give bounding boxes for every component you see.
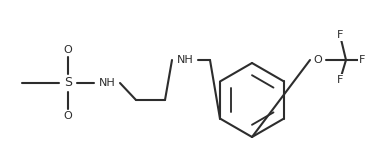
Text: NH: NH xyxy=(176,55,194,65)
Text: S: S xyxy=(64,77,72,89)
Text: F: F xyxy=(337,30,343,40)
Text: O: O xyxy=(64,45,73,55)
Text: F: F xyxy=(337,75,343,85)
Text: O: O xyxy=(64,111,73,121)
Text: O: O xyxy=(314,55,322,65)
Text: F: F xyxy=(359,55,365,65)
Text: NH: NH xyxy=(99,78,115,88)
